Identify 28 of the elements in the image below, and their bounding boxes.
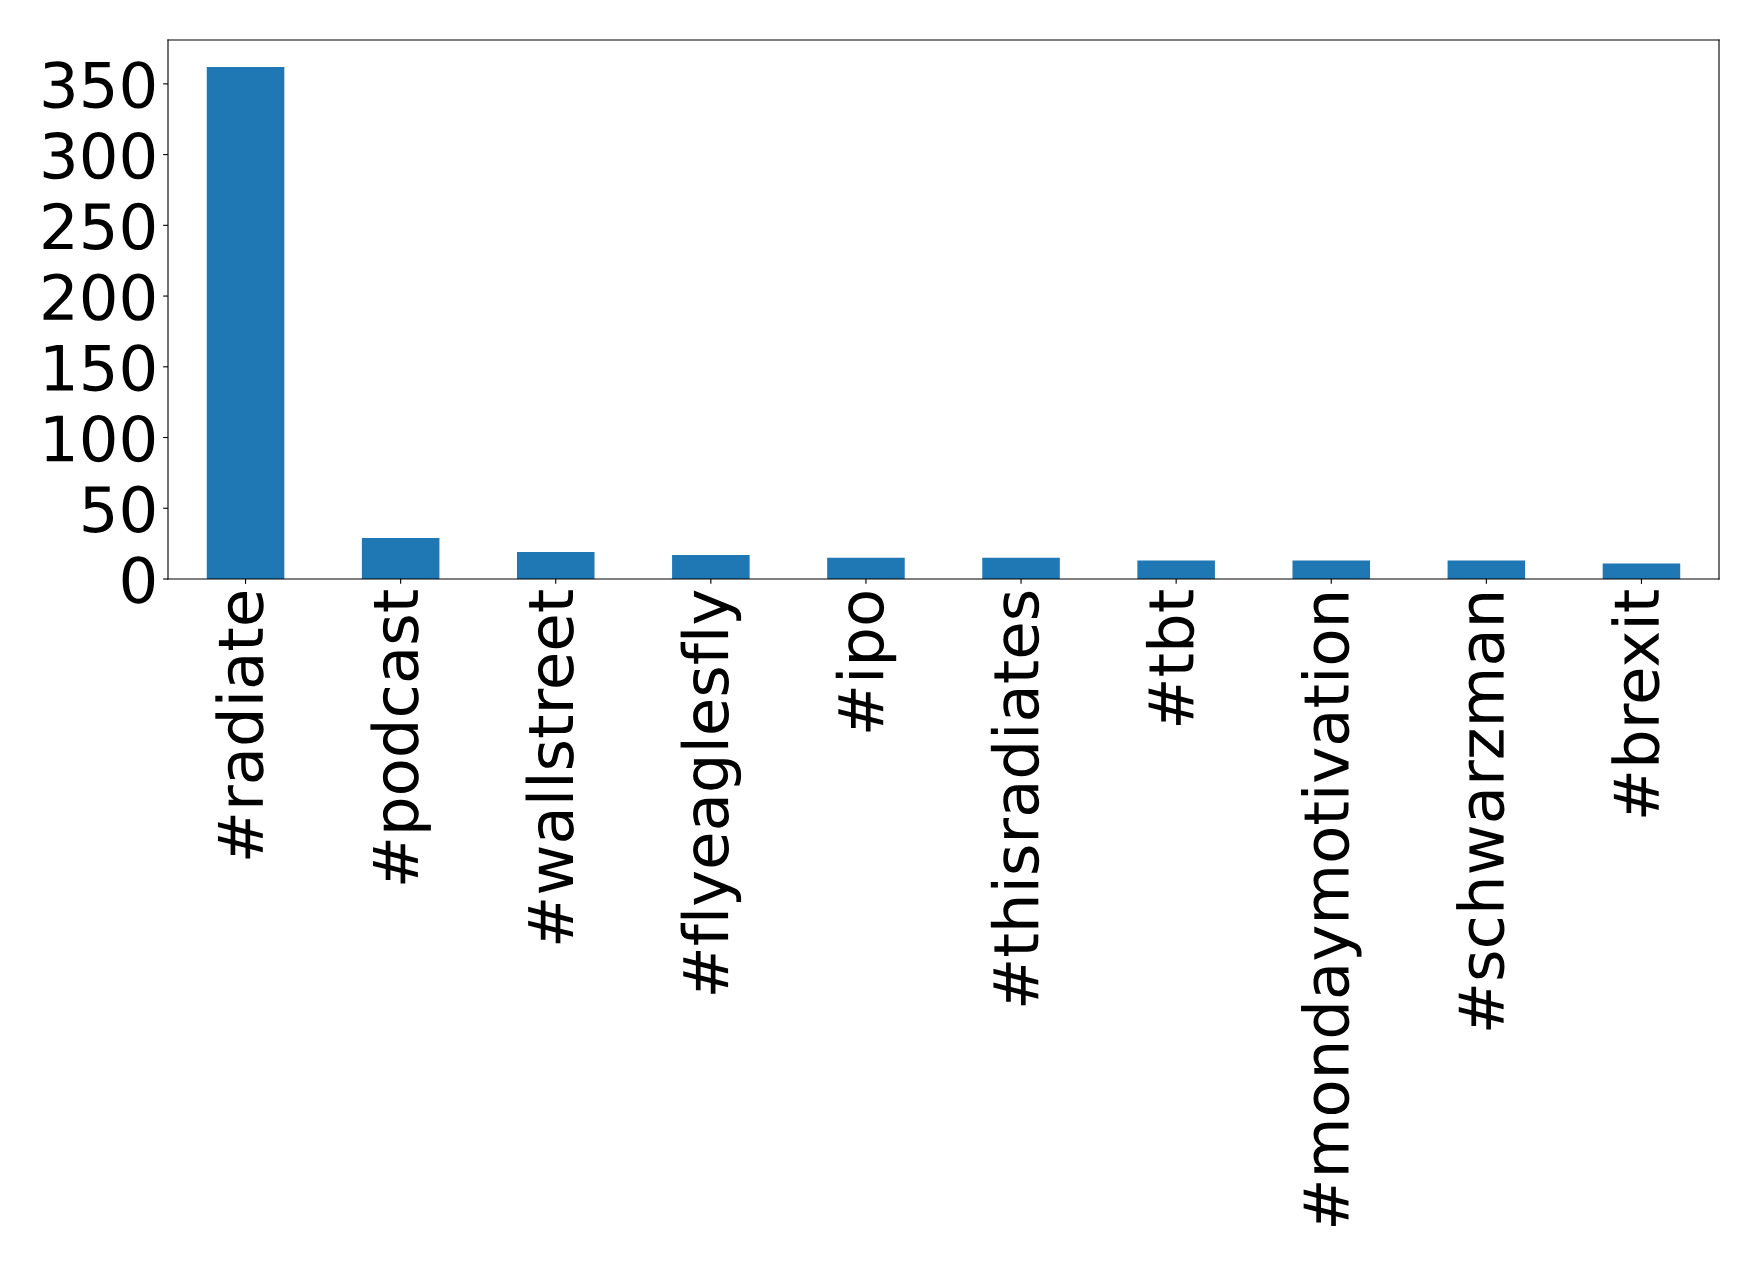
y-tick-label: 0 — [122, 556, 155, 604]
y-tick-label: 150 — [45, 344, 155, 392]
x-tick-label: #brexit — [1611, 590, 1660, 817]
bar — [982, 557, 1060, 579]
bar — [1447, 560, 1526, 579]
y-tick-label: 200 — [43, 273, 155, 321]
x-tick-label: #mondaymotivation — [1301, 594, 1362, 1226]
bar — [1137, 560, 1215, 579]
y-tick-label: 250 — [43, 202, 155, 250]
x-tick-label: #tbt — [1145, 590, 1195, 725]
y-tick-label: 300 — [43, 131, 155, 180]
x-tick-label: #ipo — [835, 592, 897, 732]
x-tick-label: #schwarzman — [1456, 594, 1505, 1030]
x-tick-label: #thisradiates — [990, 591, 1040, 1006]
bar — [827, 557, 905, 579]
x-tick-label: #wallstreet — [525, 590, 574, 944]
y-tick-label: 100 — [45, 414, 155, 463]
bar — [1292, 560, 1371, 579]
bar — [516, 552, 595, 579]
x-tick-label: #podcast — [370, 590, 431, 884]
y-tick-label: 50 — [83, 485, 155, 533]
bar — [672, 554, 750, 579]
bar — [1602, 563, 1681, 579]
x-tick-label: #radiate — [215, 592, 264, 859]
x-tick-label: #flyeaglesfly — [680, 590, 742, 994]
y-tick-label: 350 — [43, 61, 155, 109]
bar — [206, 66, 285, 579]
bar — [361, 537, 440, 579]
